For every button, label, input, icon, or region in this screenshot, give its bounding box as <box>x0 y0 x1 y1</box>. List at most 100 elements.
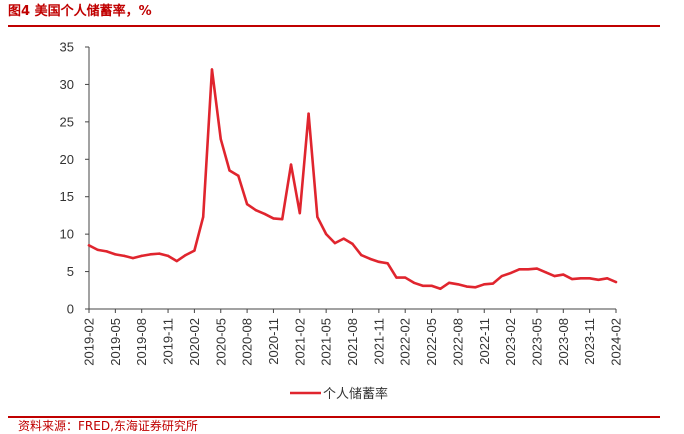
data-point <box>491 282 495 285</box>
data-point <box>193 249 196 252</box>
data-point <box>281 217 284 221</box>
x-tick-label: 2022-11 <box>477 318 492 365</box>
x-tick-label: 2021-02 <box>292 318 307 366</box>
data-point <box>597 278 600 282</box>
data-point <box>456 283 460 286</box>
data-point <box>333 241 337 245</box>
data-point <box>184 253 187 257</box>
source-note: 资料来源：FRED,东海证券研究所 <box>18 419 198 433</box>
data-point <box>614 280 618 284</box>
data-point <box>500 274 504 278</box>
data-point <box>140 254 143 258</box>
x-tick-label: 2023-11 <box>582 318 597 365</box>
x-tick-label: 2022-08 <box>450 318 465 366</box>
x-tick-label: 2024-02 <box>609 318 624 366</box>
x-tick-label: 2020-05 <box>213 318 228 366</box>
data-point <box>360 253 363 257</box>
data-point <box>131 256 135 260</box>
legend: 个人储蓄率 <box>290 386 388 402</box>
x-tick-label: 2022-05 <box>424 318 439 366</box>
data-point <box>263 212 266 216</box>
data-point <box>386 262 389 265</box>
data-point <box>166 254 170 258</box>
x-tick-label: 2019-02 <box>82 318 97 366</box>
data-point <box>518 268 521 271</box>
data-point <box>342 237 345 240</box>
data-point <box>439 287 442 290</box>
data-point <box>237 174 240 177</box>
data-point <box>579 277 583 280</box>
data-point <box>254 208 258 212</box>
data-point <box>421 284 424 287</box>
x-tick-label: 2020-11 <box>266 318 281 365</box>
data-point <box>122 254 126 258</box>
data-point <box>509 271 512 275</box>
data-point <box>474 286 477 289</box>
data-point <box>412 281 416 284</box>
data-point <box>307 112 310 115</box>
x-tick-label: 2022-02 <box>398 318 413 366</box>
data-point <box>553 274 556 278</box>
x-tick-label: 2020-02 <box>187 318 202 366</box>
data-point <box>351 242 354 246</box>
data-point <box>114 253 117 256</box>
x-tick-label: 2020-08 <box>240 318 255 366</box>
data-point <box>289 163 293 166</box>
data-point <box>447 281 451 284</box>
data-point <box>96 248 99 252</box>
x-tick-label: 2021-08 <box>345 318 360 366</box>
data-point <box>483 283 486 286</box>
x-axis: 2019-02 2019-05 2019-08 2019-11 2020-02 2020-… <box>82 308 624 366</box>
footer-divider <box>8 416 660 418</box>
data-point <box>201 215 205 219</box>
y-tick-label: 0 <box>67 302 74 317</box>
data-point <box>228 169 231 172</box>
series-layer <box>87 68 618 291</box>
y-tick-label: 30 <box>60 77 74 92</box>
data-point <box>526 268 530 271</box>
data-point <box>562 273 565 276</box>
data-point <box>149 253 152 256</box>
data-point <box>316 215 319 219</box>
data-point <box>544 271 547 274</box>
data-point <box>175 259 179 263</box>
x-tick-label: 2023-05 <box>529 318 544 366</box>
y-axis: 0 5 10 15 20 25 30 35 <box>60 40 90 317</box>
data-point <box>324 232 328 236</box>
legend-label: 个人储蓄率 <box>323 386 388 402</box>
data-point <box>368 257 372 261</box>
data-point <box>535 267 539 270</box>
y-tick-label: 15 <box>60 189 74 204</box>
x-tick-label: 2019-11 <box>161 318 176 365</box>
title-divider <box>8 25 660 27</box>
data-point <box>245 203 249 206</box>
data-point <box>430 284 433 287</box>
data-point <box>404 276 407 279</box>
figure-title: 图4 美国个人储蓄率，% <box>8 4 152 19</box>
y-tick-label: 20 <box>60 152 74 167</box>
data-point <box>158 252 161 255</box>
x-tick-label: 2023-02 <box>503 318 518 366</box>
data-point <box>210 68 214 71</box>
y-tick-label: 35 <box>60 40 74 55</box>
x-tick-label: 2021-11 <box>371 318 386 365</box>
y-tick-label: 10 <box>60 227 74 242</box>
data-point <box>219 137 222 141</box>
data-point <box>395 276 398 279</box>
data-point <box>570 277 574 281</box>
data-point <box>465 285 468 288</box>
x-tick-label: 2019-08 <box>134 318 149 366</box>
data-point <box>298 211 301 215</box>
data-point <box>588 277 591 280</box>
data-point <box>87 244 91 247</box>
y-tick-label: 25 <box>60 114 74 129</box>
data-point <box>377 260 381 264</box>
data-point <box>105 250 108 253</box>
y-tick-label: 5 <box>67 264 74 279</box>
x-tick-label: 2021-05 <box>319 318 334 366</box>
x-tick-label: 2023-08 <box>556 318 571 366</box>
data-point <box>606 277 609 280</box>
x-tick-label: 2019-05 <box>108 318 123 366</box>
data-point <box>272 217 275 220</box>
